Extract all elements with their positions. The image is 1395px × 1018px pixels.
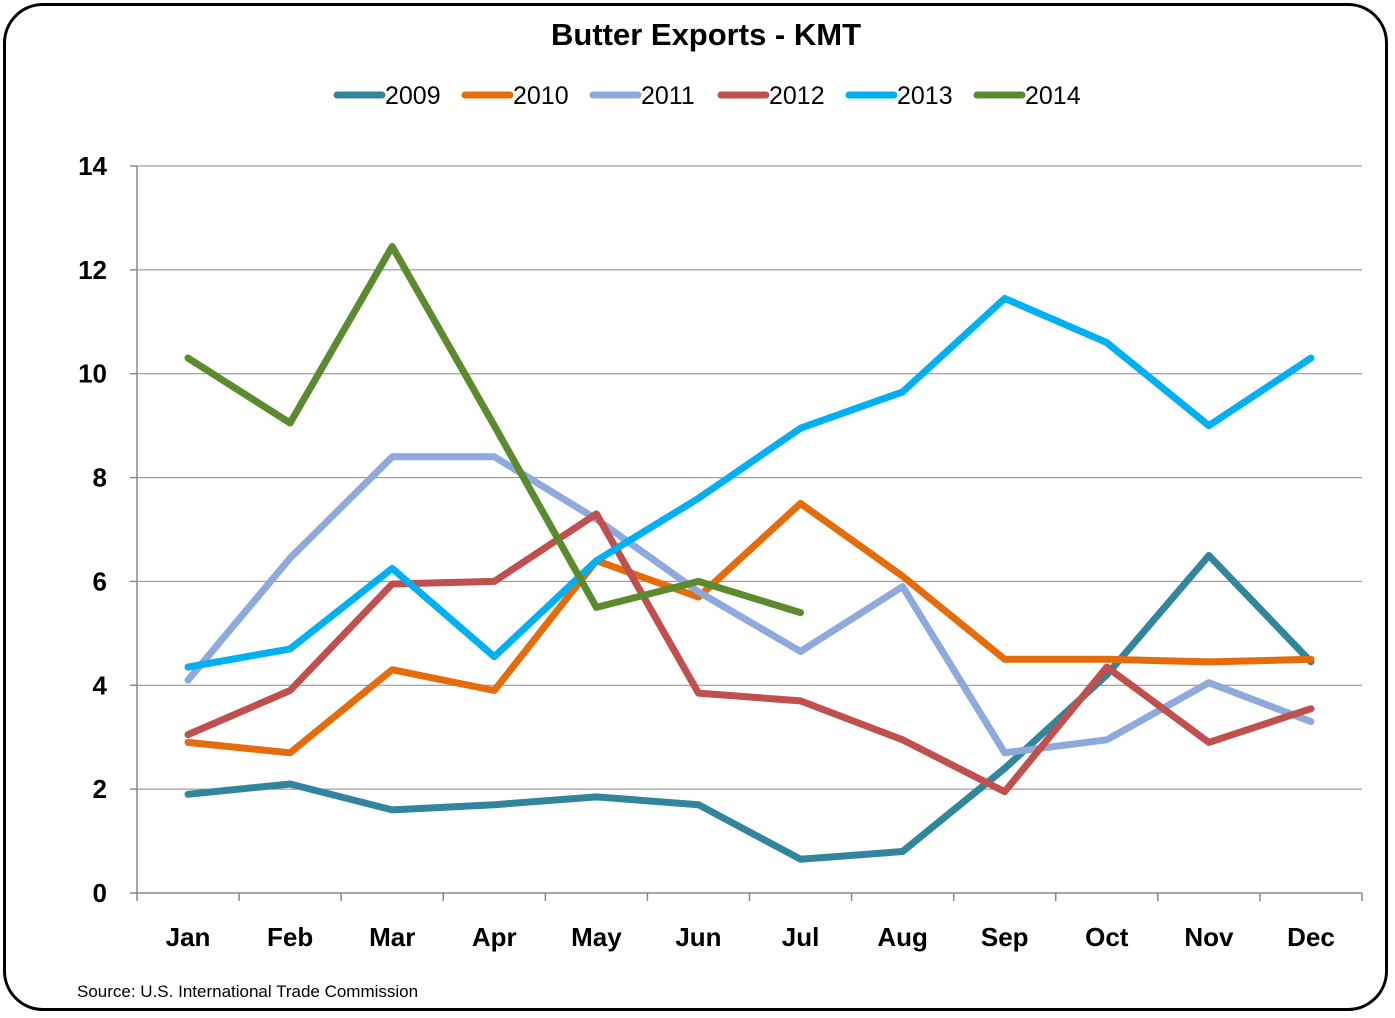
x-tick-label: Aug bbox=[877, 922, 928, 952]
y-tick-label: 0 bbox=[93, 878, 107, 908]
x-tick-label: Jun bbox=[675, 922, 721, 952]
x-tick-label: Jul bbox=[782, 922, 820, 952]
y-tick-label: 10 bbox=[78, 359, 107, 389]
legend-label-2009: 2009 bbox=[385, 82, 441, 110]
legend-label-2010: 2010 bbox=[513, 82, 569, 110]
x-tick-label: Apr bbox=[472, 922, 517, 952]
x-tick-label: Feb bbox=[267, 922, 313, 952]
gridlines bbox=[137, 165, 1362, 790]
y-tick-label: 2 bbox=[93, 774, 107, 804]
x-tick-label: Jan bbox=[166, 922, 211, 952]
legend-label-2012: 2012 bbox=[769, 82, 825, 110]
series-line-2011 bbox=[184, 453, 1315, 757]
x-tick-label: Sep bbox=[981, 922, 1029, 952]
y-tick-label: 14 bbox=[78, 151, 107, 181]
legend-label-2013: 2013 bbox=[897, 82, 953, 110]
x-axis-ticks: Jan Feb Mar Apr May Jun Jul Aug Sep Oct Nov Dec bbox=[166, 922, 1335, 952]
x-tick-label: May bbox=[571, 922, 622, 952]
series-line-2009 bbox=[184, 552, 1315, 863]
series-line-2013 bbox=[184, 294, 1315, 671]
x-tick-label: Nov bbox=[1184, 922, 1234, 952]
chart-frame bbox=[3, 3, 1388, 1011]
x-tick-label: Mar bbox=[369, 922, 415, 952]
y-tick-label: 8 bbox=[93, 463, 107, 493]
y-tick-label: 6 bbox=[93, 566, 107, 596]
series-line-2012 bbox=[184, 510, 1315, 796]
x-tick-label: Dec bbox=[1287, 922, 1335, 952]
y-tick-label: 12 bbox=[78, 255, 107, 285]
y-axis-ticks: 0 2 4 6 8 10 12 14 bbox=[78, 151, 107, 908]
legend: 2009 2010 2011 2012 2013 2014 bbox=[333, 82, 1081, 110]
legend-label-2011: 2011 bbox=[641, 82, 695, 110]
chart-title: Butter Exports - KMT bbox=[551, 17, 861, 52]
source-note: Source: U.S. International Trade Commiss… bbox=[77, 982, 418, 1001]
axes bbox=[130, 165, 1363, 901]
x-tick-label: Oct bbox=[1085, 922, 1129, 952]
y-tick-label: 4 bbox=[93, 670, 108, 700]
series-line-2014 bbox=[184, 243, 804, 617]
series-lines bbox=[184, 243, 1315, 863]
series-line-2010 bbox=[184, 500, 1315, 757]
legend-label-2014: 2014 bbox=[1025, 82, 1081, 110]
